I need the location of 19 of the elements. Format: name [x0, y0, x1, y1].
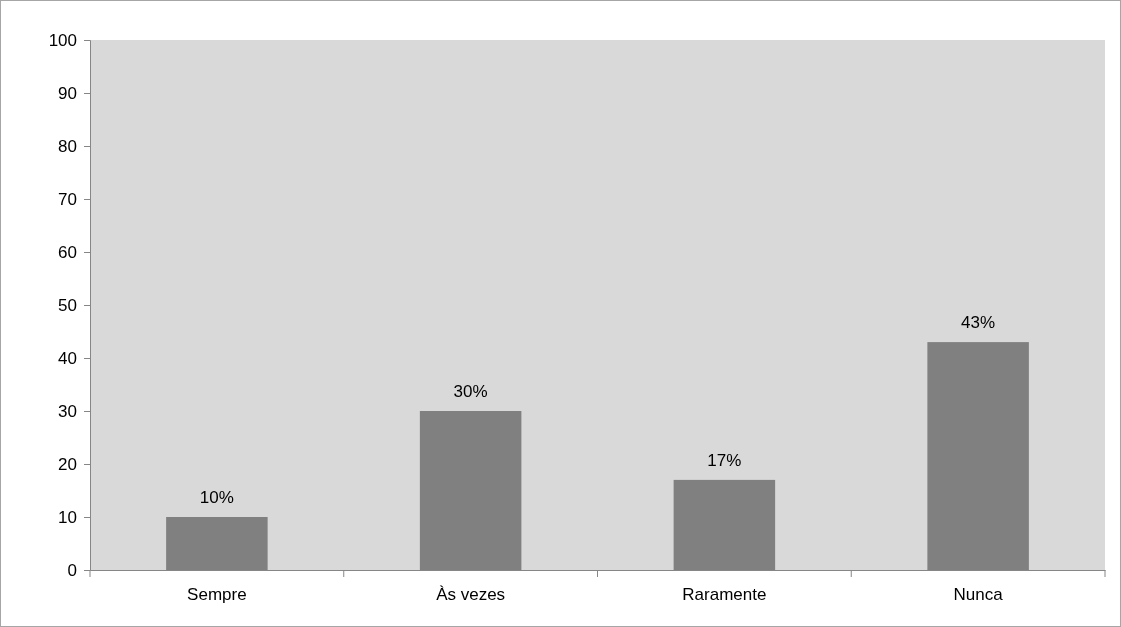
y-tick-label: 50: [58, 295, 77, 315]
y-tick-label: 80: [58, 136, 77, 156]
y-tick-label: 60: [58, 242, 77, 262]
data-label: 30%: [453, 382, 488, 401]
x-tick-label: Sempre: [187, 585, 247, 605]
y-tick-label: 40: [58, 348, 77, 368]
x-tick-label: Às vezes: [436, 585, 506, 605]
y-tick-label: 30: [58, 401, 77, 421]
y-tick-label: 20: [58, 454, 77, 474]
data-label: 43%: [961, 313, 996, 333]
y-tick-label: 90: [58, 83, 77, 103]
data-label: 10%: [199, 488, 234, 507]
x-tick-label: Nunca: [953, 585, 1004, 605]
y-tick-label: 70: [58, 189, 77, 209]
y-tick-label: 10: [58, 507, 77, 527]
x-tick-label: Raramente: [682, 585, 767, 605]
y-tick-label: 100: [48, 30, 77, 50]
data-label: 17%: [707, 450, 742, 470]
y-tick-label: 0: [67, 560, 77, 580]
